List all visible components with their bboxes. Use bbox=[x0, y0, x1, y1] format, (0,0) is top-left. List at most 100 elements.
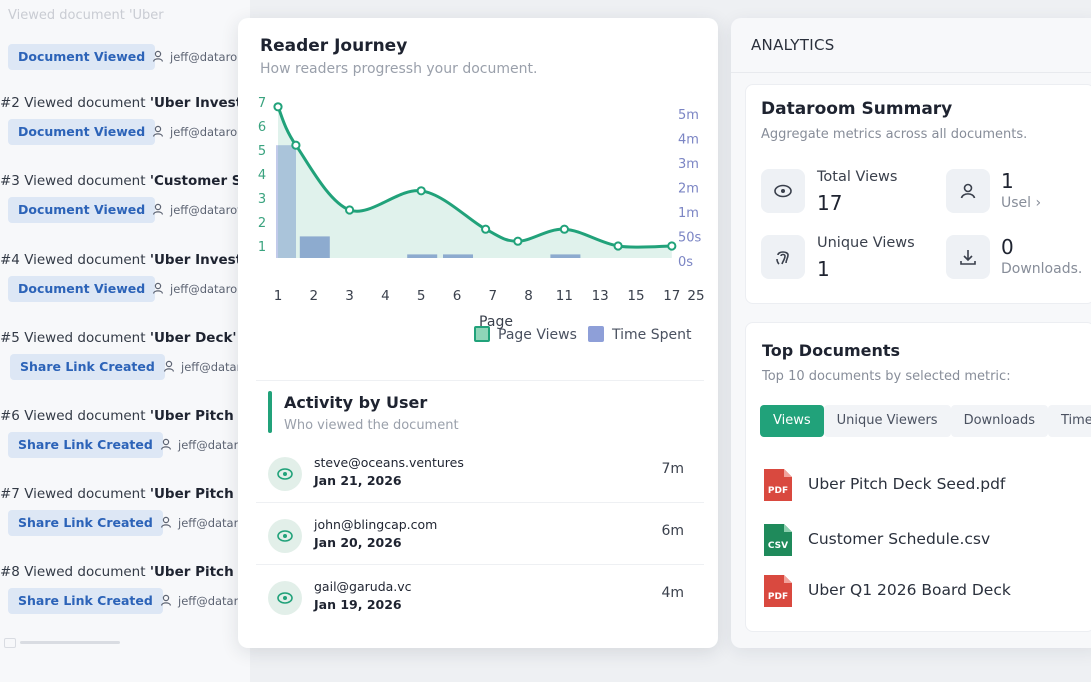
x-tick-label: 1 bbox=[274, 288, 283, 304]
user-icon bbox=[152, 50, 164, 62]
user-icon bbox=[160, 516, 172, 528]
user-activity-row[interactable]: gail@garuda.vc Jan 19, 2026 4m bbox=[256, 565, 704, 627]
user-date: Jan 20, 2026 bbox=[314, 535, 402, 550]
activity-user-email: jeff@dataron bbox=[170, 50, 238, 64]
user-icon bbox=[163, 360, 175, 372]
activity-title-prefix: #2 Viewed document bbox=[0, 95, 150, 111]
activity-user: jeff@datar bbox=[160, 516, 240, 530]
legend-label: Time Spent bbox=[612, 327, 692, 343]
file-type-label: PDF bbox=[768, 486, 788, 496]
page-views-point bbox=[345, 205, 355, 215]
card-title: Activity by User bbox=[284, 393, 428, 412]
view-icon-badge bbox=[268, 519, 302, 553]
reader-journey-chart: 1 2 3 4 5 6 7 0s 50s 1m 2m 3m 4m 5m 1 2 3 4 5 6 7 8 11 13 15 17… bbox=[258, 96, 705, 330]
document-name: Uber Q1 2026 Board Deck bbox=[808, 581, 1011, 599]
download-icon bbox=[960, 250, 976, 265]
user-icon bbox=[160, 438, 172, 450]
y-right-tick-label: 4m bbox=[678, 133, 699, 148]
y-right-tick-label: 50s bbox=[678, 231, 702, 246]
activity-title: #5 Viewed document 'Uber Deck' bbox=[0, 330, 240, 346]
document-row[interactable]: PDF Uber Pitch Deck Seed.pdf bbox=[762, 467, 1091, 507]
time-spent-bar bbox=[550, 254, 581, 258]
x-tick-label: 11 bbox=[556, 288, 573, 304]
horizontal-scrollbar[interactable] bbox=[20, 641, 120, 644]
y-right-tick-label: 3m bbox=[678, 157, 699, 172]
activity-user: jeff@datar bbox=[163, 360, 239, 374]
fingerprint-icon bbox=[776, 251, 789, 265]
time-spent-bar bbox=[407, 254, 438, 258]
user-icon bbox=[960, 183, 976, 199]
user-time-spent: 4m bbox=[661, 585, 684, 601]
user-time-spent: 6m bbox=[661, 523, 684, 539]
x-tick-label: 17 bbox=[663, 288, 680, 304]
document-row[interactable]: PDF Uber Q1 2026 Board Deck bbox=[762, 573, 1091, 613]
tab-unique-viewers[interactable]: Unique Viewers bbox=[823, 405, 951, 437]
x-tick-label: 25 bbox=[687, 288, 704, 304]
user-email: steve@oceans.ventures bbox=[314, 455, 464, 470]
stat-label-text: Usel bbox=[1001, 195, 1032, 211]
stat-label: Downloads. bbox=[1001, 261, 1083, 277]
accent-bar bbox=[268, 391, 272, 433]
y-left-tick-label: 3 bbox=[258, 192, 266, 207]
x-tick-label: 5 bbox=[417, 288, 426, 304]
icon-box bbox=[946, 169, 990, 213]
activity-doc-name: 'Uber Investn bbox=[149, 252, 240, 268]
stat-value: 0 bbox=[1001, 235, 1014, 259]
y-right-tick-label: 5m bbox=[678, 108, 699, 123]
stat-value: 17 bbox=[817, 191, 843, 215]
activity-title-prefix: #8 Viewed document bbox=[0, 564, 150, 580]
legend-page-views[interactable]: Page Views bbox=[474, 326, 577, 343]
activity-user: jeff@datarov bbox=[152, 203, 238, 217]
user-icon bbox=[152, 125, 164, 137]
activity-doc-name: 'Uber Investn bbox=[149, 95, 240, 111]
file-type-label: CSV bbox=[768, 541, 788, 551]
page-views-line bbox=[276, 106, 672, 249]
x-tick-label: 8 bbox=[524, 288, 533, 304]
x-tick-label: 15 bbox=[627, 288, 644, 304]
scrollbar-handle[interactable] bbox=[4, 638, 16, 648]
activity-user: jeff@dataro bbox=[152, 282, 238, 296]
document-name: Customer Schedule.csv bbox=[808, 530, 991, 548]
activity-title: #6 Viewed document 'Uber Pitch D bbox=[0, 408, 240, 424]
user-icon bbox=[152, 203, 164, 215]
eye-icon bbox=[277, 592, 293, 604]
y-left-tick-label: 7 bbox=[258, 96, 266, 111]
activity-user-email: jeff@datar bbox=[181, 360, 239, 374]
page-views-point bbox=[513, 236, 523, 246]
user-icon bbox=[152, 282, 164, 294]
activity-user-email: jeff@dataro bbox=[170, 282, 238, 296]
document-row[interactable]: CSV Customer Schedule.csv bbox=[762, 522, 1091, 562]
user-activity-row[interactable]: steve@oceans.ventures Jan 21, 2026 7m bbox=[256, 441, 704, 503]
activity-title: #2 Viewed document 'Uber Investn bbox=[0, 95, 240, 111]
activity-title-prefix: #4 Viewed document bbox=[0, 252, 150, 268]
view-icon-badge bbox=[268, 457, 302, 491]
legend-label: Page Views bbox=[498, 327, 577, 343]
activity-badge: Share Link Created bbox=[8, 432, 163, 458]
x-tick-label: 3 bbox=[345, 288, 354, 304]
pdf-file-icon: PDF bbox=[764, 469, 792, 501]
activity-badge: Share Link Created bbox=[8, 510, 163, 536]
activity-doc-name: 'Customer Sc bbox=[149, 173, 240, 189]
x-tick-label: 2 bbox=[310, 288, 319, 304]
activity-user: jeff@datarc bbox=[160, 438, 240, 452]
tab-views[interactable]: Views bbox=[760, 405, 824, 437]
stat-label: Usel › bbox=[1001, 195, 1041, 211]
panel-subtitle: How readers progressh your document. bbox=[260, 61, 538, 77]
y-axis-right-ticks: 0s 50s 1m 2m 3m 4m 5m bbox=[678, 108, 702, 270]
user-icon bbox=[160, 594, 172, 606]
activity-badge: Document Viewed bbox=[8, 197, 156, 223]
x-tick-label: 4 bbox=[381, 288, 390, 304]
view-icon-badge bbox=[268, 581, 302, 615]
tab-downloads[interactable]: Downloads bbox=[950, 405, 1048, 437]
user-activity-row[interactable]: john@blingcap.com Jan 20, 2026 6m bbox=[256, 503, 704, 565]
stat-value: 1 bbox=[1001, 169, 1014, 193]
tab-time-spent[interactable]: Time S bbox=[1047, 405, 1091, 437]
dataroom-summary-card: Dataroom Summary Aggregate metrics acros… bbox=[745, 84, 1091, 304]
activity-user-email: jeff@datarov bbox=[170, 203, 238, 217]
page-views-point bbox=[559, 224, 569, 234]
legend-time-spent[interactable]: Time Spent bbox=[588, 326, 691, 343]
stat-label: Total Views bbox=[817, 169, 898, 185]
page-views-point bbox=[291, 140, 301, 150]
y-right-tick-label: 1m bbox=[678, 206, 699, 221]
